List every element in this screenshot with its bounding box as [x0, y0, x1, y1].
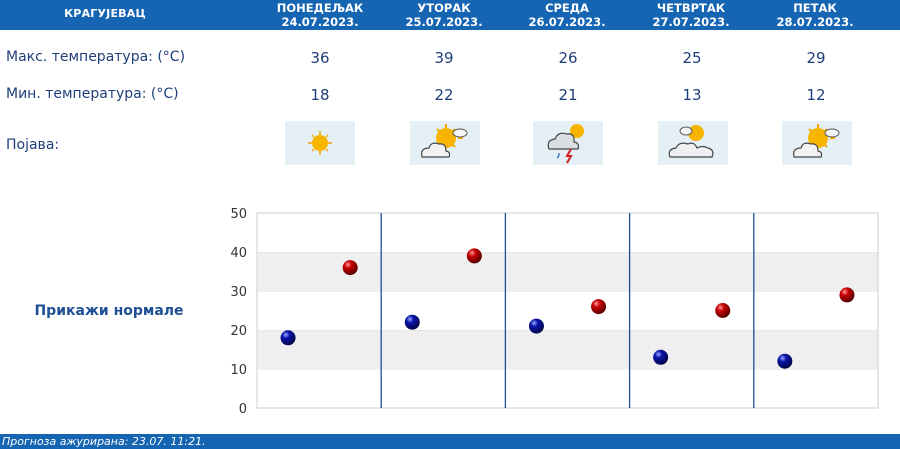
day-name: ПОНЕДЕЉАК: [276, 1, 364, 15]
temperature-chart: 0 10 20 30 40 50: [230, 207, 879, 415]
day-date: 28.07.2023.: [776, 15, 854, 29]
min-temp-value: 21: [558, 86, 578, 104]
day-header-wednesday: СРЕДА 26.07.2023.: [507, 0, 627, 30]
day-header-friday: ПЕТАК 28.07.2023.: [755, 0, 875, 30]
city-name: КРАГУЈЕВАЦ: [64, 7, 146, 20]
chart-plot-border: [256, 212, 879, 409]
sunny-icon: [285, 121, 355, 165]
min-temp-value: 12: [806, 86, 826, 104]
day-name: УТОРАК: [417, 1, 471, 15]
day-name: ЧЕТВРТАК: [656, 1, 726, 15]
thunderstorm-icon: [533, 121, 603, 165]
max-temp-marker: [342, 260, 358, 276]
forecast-updated-footer: Прогноза ажурирана: 23.07. 11:21.: [0, 434, 900, 449]
day-name: СРЕДА: [545, 1, 589, 15]
min-temp-marker: [777, 353, 793, 369]
chart-band: [257, 330, 878, 369]
max-temp-value: 26: [558, 49, 578, 67]
phenomenon-label: Појава:: [6, 137, 60, 153]
max-temp-label: Макс. температура: (°C): [6, 49, 186, 65]
day-name: ПЕТАК: [793, 1, 837, 15]
max-temp-marker: [466, 248, 482, 264]
show-normals-link[interactable]: Прикажи нормале: [34, 303, 184, 319]
day-date: 24.07.2023.: [281, 15, 359, 29]
y-tick-label: 0: [239, 402, 247, 415]
max-temp-marker: [591, 299, 607, 315]
sun-cloud-icon: [782, 121, 852, 165]
day-header-monday: ПОНЕДЕЉАК 24.07.2023.: [260, 0, 380, 30]
min-temp-value: 13: [682, 86, 702, 104]
min-temp-marker: [653, 349, 669, 365]
chart-band: [257, 252, 878, 291]
day-header-thursday: ЧЕТВРТАК 27.07.2023.: [631, 0, 751, 30]
y-tick-label: 10: [230, 363, 247, 378]
chart-band: [257, 291, 878, 330]
y-tick-label: 40: [230, 246, 247, 261]
partly-cloudy-icon: [658, 121, 728, 165]
min-temp-value: 22: [434, 86, 454, 104]
chart-band: [257, 213, 878, 252]
max-temp-value: 36: [310, 49, 330, 67]
day-header-tuesday: УТОРАК 25.07.2023.: [384, 0, 504, 30]
max-temp-value: 39: [434, 49, 454, 67]
sun-cloud-icon: [410, 121, 480, 165]
day-date: 26.07.2023.: [528, 15, 606, 29]
max-temp-marker: [715, 303, 731, 318]
max-temp-marker: [839, 287, 855, 303]
min-temp-label: Мин. температура: (°C): [6, 86, 179, 102]
min-temp-marker: [528, 318, 544, 334]
day-date: 27.07.2023.: [652, 15, 730, 29]
y-tick-label: 30: [230, 285, 247, 300]
y-tick-label: 50: [230, 207, 247, 222]
min-temp-marker: [280, 330, 296, 346]
max-temp-value: 25: [682, 49, 702, 67]
y-tick-label: 20: [230, 324, 247, 339]
max-temp-value: 29: [806, 49, 826, 67]
day-date: 25.07.2023.: [405, 15, 483, 29]
forecast-header: [0, 0, 900, 30]
min-temp-value: 18: [310, 86, 330, 104]
min-temp-marker: [404, 314, 420, 330]
chart-band: [257, 369, 878, 408]
